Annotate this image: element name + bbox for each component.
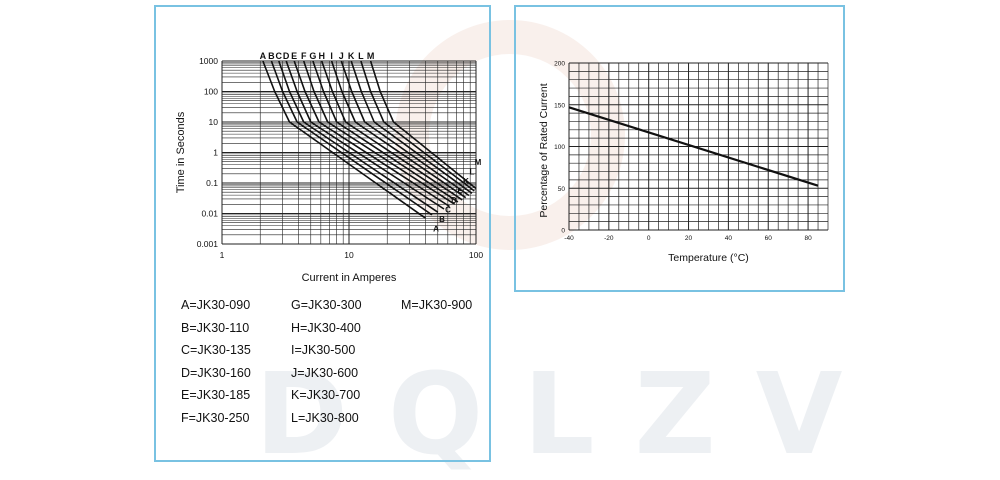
x-tick-label: 60 [765, 235, 773, 242]
y-tick-label: 50 [558, 186, 566, 193]
y-tick-label: 150 [554, 102, 565, 109]
curve-top-label: L [358, 51, 364, 61]
y-tick-label: 0 [561, 228, 565, 235]
legend-entry: C=JK30-135 [181, 343, 251, 357]
curve-I [330, 60, 467, 199]
curve-end-label: K [463, 177, 469, 186]
legend-entry: K=JK30-700 [291, 388, 361, 402]
curve-end-label: C [445, 206, 451, 215]
curve-top-label: E [291, 51, 297, 61]
x-tick-label: 1 [220, 250, 225, 260]
curve-D [285, 60, 445, 210]
curve-end-label: B [439, 215, 445, 224]
x-tick-label: 100 [469, 250, 483, 260]
curve-C [278, 60, 439, 213]
y-tick-label: 100 [204, 87, 218, 97]
curve-G [312, 60, 459, 203]
y-tick-label: 0.01 [201, 209, 218, 219]
time-current-chart: A B C D E F G H I J K L MMLKEDCBA10001001010.10.010.… [175, 51, 483, 284]
y-tick-label: 0.1 [206, 178, 218, 188]
curve-top-label: F [301, 51, 307, 61]
curve-E [293, 60, 451, 208]
legend-entry: D=JK30-160 [181, 365, 251, 380]
legend-entry: B=JK30-110 [181, 320, 250, 335]
derating-panel: 200 150 100 50 0 -40 -20 0 20 40 60 80 Temperature (… [514, 5, 845, 292]
curve-end-label: M [475, 158, 482, 167]
y-axis-label: Time in Seconds [175, 111, 187, 193]
curve-end-label: A [433, 225, 439, 234]
x-axis-label: Current in Amperes [302, 272, 397, 284]
y-tick-label: 1000 [199, 56, 218, 66]
legend-entry: L=JK30-800 [291, 410, 359, 425]
curve-H [320, 60, 463, 201]
curve-J [340, 60, 470, 197]
legend-entry: M=JK30-900 [401, 298, 473, 312]
curve-top-label: J [339, 51, 344, 61]
watermark-text: DQLZV [255, 350, 883, 480]
legend-entry: H=JK30-400 [291, 320, 361, 335]
x-axis-label: Temperature (°C) [668, 252, 749, 264]
legend-entry: J=JK30-600 [291, 365, 359, 380]
curve-top-label: B [268, 51, 275, 61]
curve-end-label: D [451, 196, 457, 205]
legend-entry: E=JK30-185 [181, 388, 251, 402]
y-tick-label: 10 [209, 117, 219, 127]
y-axis-label: Percentage of Rated Current [538, 83, 550, 217]
time-current-panel: A B C D E F G H I J K L M M L K E D C B A 1000 100 10 1 0.1 0.01 0.… [154, 5, 491, 462]
legend-entry: I=JK30-500 [291, 343, 356, 357]
y-tick-label: 1 [213, 148, 218, 158]
x-tick-label: -20 [604, 235, 614, 242]
y-tick-label: 100 [554, 144, 565, 151]
x-tick-label: 40 [725, 235, 733, 242]
curve-L [360, 60, 475, 192]
legend-entry: G=JK30-300 [291, 298, 362, 312]
curve-top-label: A [260, 51, 267, 61]
x-tick-label: 10 [344, 250, 354, 260]
curve-K [350, 60, 473, 194]
y-tick-label: 0.001 [197, 239, 219, 249]
x-tick-label: 0 [647, 235, 651, 242]
legend-entry: F=JK30-250 [181, 410, 250, 425]
curve-top-label: M [367, 51, 375, 61]
derating-line [568, 106, 819, 187]
legend-entry: A=JK30-090 [181, 298, 251, 312]
curve-end-label: E [457, 187, 463, 196]
curve-top-label: G [309, 51, 316, 61]
x-tick-label: 80 [804, 235, 812, 242]
x-tick-label: 20 [685, 235, 693, 242]
curve-top-label: K [348, 51, 355, 61]
curve-top-label: C [276, 51, 283, 61]
y-tick-label: 200 [554, 61, 565, 68]
curve-M [369, 60, 477, 190]
curve-F [302, 60, 456, 205]
curve-top-label: I [330, 51, 333, 61]
curve-top-label: D [283, 51, 290, 61]
curve-end-label: L [470, 168, 475, 177]
x-tick-label: -40 [564, 235, 574, 242]
curve-A [262, 60, 426, 219]
curve-top-label: H [318, 51, 325, 61]
curve-B [270, 60, 433, 216]
